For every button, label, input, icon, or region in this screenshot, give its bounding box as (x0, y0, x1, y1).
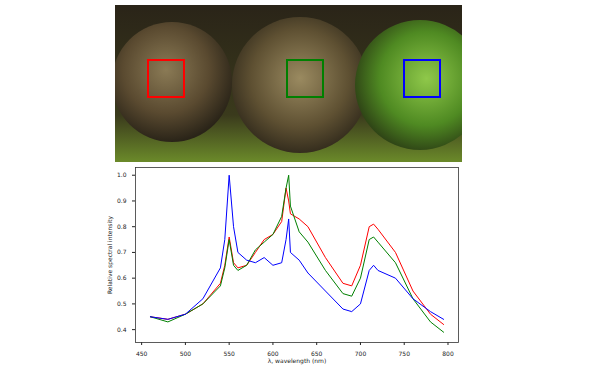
svg-text:0.6: 0.6 (117, 274, 127, 281)
svg-text:0.5: 0.5 (117, 300, 127, 307)
svg-text:550: 550 (223, 350, 235, 357)
svg-text:450: 450 (136, 350, 148, 357)
svg-text:500: 500 (180, 350, 192, 357)
svg-text:0.9: 0.9 (117, 197, 127, 204)
svg-text:650: 650 (311, 349, 323, 357)
svg-text:600: 600 (267, 349, 279, 357)
svg-text:750: 750 (399, 350, 411, 357)
svg-text:0.8: 0.8 (117, 223, 127, 230)
svg-text:0.7: 0.7 (117, 248, 127, 255)
svg-text:800: 800 (442, 350, 454, 357)
svg-text:1.0: 1.0 (117, 171, 127, 178)
svg-text:λ, wavelength (nm): λ, wavelength (nm) (268, 357, 327, 365)
svg-text:Relative spectral intensity: Relative spectral intensity (106, 216, 114, 295)
svg-text:0.4: 0.4 (117, 326, 127, 333)
svg-text:700: 700 (355, 350, 367, 357)
